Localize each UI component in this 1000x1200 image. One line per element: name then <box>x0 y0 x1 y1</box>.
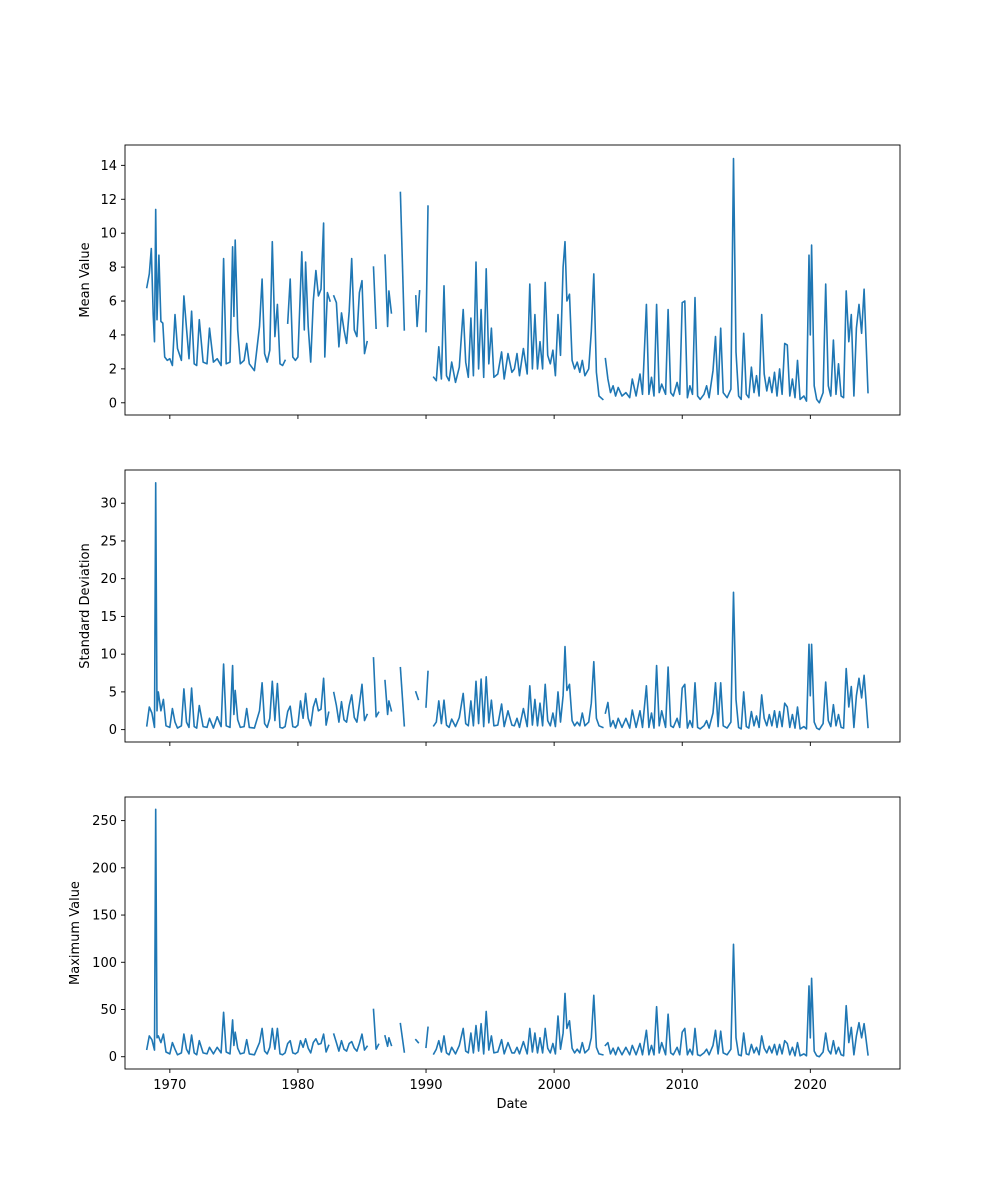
series-line-segment <box>432 992 604 1056</box>
series-line-segment <box>425 205 429 333</box>
series-line-segment <box>145 808 330 1056</box>
axes-frame-stddev <box>124 469 901 743</box>
series-line-segment <box>384 1034 393 1048</box>
y-tick-label: 6 <box>109 295 117 310</box>
x-tick-label: 1970 <box>153 1078 186 1093</box>
series-line-segment <box>425 670 429 708</box>
axes-frame-max <box>124 796 901 1070</box>
axes-frame-mean <box>124 144 901 416</box>
series-line-segment <box>332 257 369 355</box>
y-tick-label: 0 <box>109 1050 117 1065</box>
y-tick-label: 4 <box>109 328 117 343</box>
panel-stddev: 0 5 10 15 20 25 30 Standard Deviation <box>78 469 901 746</box>
panel-mean: 0 2 4 6 8 10 12 14 Mean Value <box>78 144 901 419</box>
y-tick-label: 250 <box>92 814 117 829</box>
y-tick-label: 15 <box>100 610 117 625</box>
y-tick-label: 0 <box>109 396 117 411</box>
series-line-segment <box>432 645 604 729</box>
series-line-segment <box>425 1026 429 1049</box>
series-line-segment <box>414 1038 420 1044</box>
series-line-segment <box>432 240 604 401</box>
series-line-segment <box>384 254 393 328</box>
series-line-segment <box>399 191 406 331</box>
x-tick-label: 1990 <box>409 1078 442 1093</box>
y-axis-label-stddev: Standard Deviation <box>78 543 93 668</box>
series-line-segment <box>384 679 393 716</box>
y-axis-label-max: Maximum Value <box>68 881 83 985</box>
y-tick-label: 150 <box>92 909 117 924</box>
y-tick-label: 10 <box>100 648 117 663</box>
y-tick-label: 10 <box>100 227 117 242</box>
series-line-segment <box>399 666 406 727</box>
y-axis-label-mean: Mean Value <box>78 242 93 317</box>
series-line-segment <box>145 208 287 372</box>
y-tick-label: 5 <box>109 685 117 700</box>
series-line-segment <box>414 690 420 701</box>
series-line-segment <box>372 266 377 330</box>
series-line-segment <box>332 1033 369 1052</box>
plot-area-max <box>125 797 900 1069</box>
series-line-segment <box>332 683 369 723</box>
y-tick-label: 0 <box>109 723 117 738</box>
series-line-segment <box>604 591 869 731</box>
y-tick-label: 2 <box>109 362 117 377</box>
series-max <box>145 808 869 1058</box>
x-axis-label: Date <box>496 1097 527 1112</box>
x-tick-label: 2020 <box>794 1078 827 1093</box>
y-tick-label: 200 <box>92 861 117 876</box>
y-tick-label: 100 <box>92 956 117 971</box>
y-tick-label: 50 <box>100 1003 117 1018</box>
series-line-segment <box>414 290 421 328</box>
y-tick-label: 25 <box>100 534 117 549</box>
y-tick-label: 20 <box>100 572 117 587</box>
x-tick-label: 2010 <box>666 1078 699 1093</box>
x-tick-label: 1980 <box>281 1078 314 1093</box>
y-tick-label: 14 <box>100 159 117 174</box>
series-stddev <box>145 481 869 731</box>
panel-max: 0 50 100 150 200 250 1970 1980 1990 2000 2010 2020 M… <box>68 796 901 1093</box>
series-line-segment <box>372 657 380 718</box>
y-tick-label: 12 <box>100 193 117 208</box>
y-tick-label: 8 <box>109 261 117 276</box>
series-line-segment <box>372 1008 380 1050</box>
series-mean <box>145 157 869 404</box>
series-line-segment <box>286 222 332 363</box>
series-line-segment <box>145 481 330 729</box>
plot-area-stddev <box>125 470 900 742</box>
panels: 0 2 4 6 8 10 12 14 Mean Value 0 5 10 15 20 25 30 Standar… <box>68 144 901 1093</box>
y-tick-label: 30 <box>100 497 117 512</box>
series-line-segment <box>604 157 869 404</box>
series-line-segment <box>604 943 869 1058</box>
x-tick-label: 2000 <box>538 1078 571 1093</box>
series-line-segment <box>399 1022 406 1053</box>
